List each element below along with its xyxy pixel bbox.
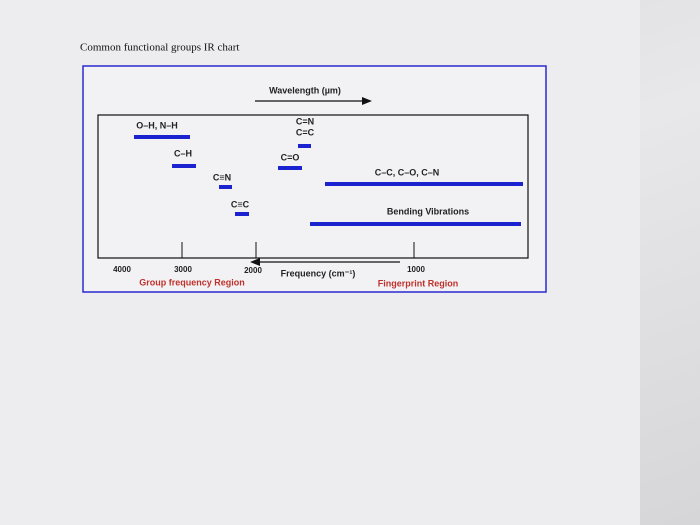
range-bar — [235, 212, 249, 216]
region-label: Group frequency Region — [139, 277, 245, 287]
range-bar — [134, 135, 190, 139]
group-label: C–C, C–O, C–N — [375, 167, 440, 177]
range-bar — [278, 166, 302, 170]
group-label: C≡C — [231, 199, 250, 209]
group-label: C=N — [296, 116, 314, 126]
outer-frame — [82, 65, 547, 293]
group-label: Bending Vibrations — [387, 206, 469, 216]
range-bar — [219, 185, 232, 189]
frequency-label: Frequency (cm⁻¹) — [281, 268, 356, 278]
tick-label: 1000 — [407, 265, 425, 274]
region-label: Fingerprint Region — [378, 278, 459, 288]
arrow-head — [250, 258, 260, 266]
range-bar — [310, 222, 521, 226]
tick-label: 3000 — [174, 265, 192, 274]
group-label: C–H — [174, 148, 192, 158]
range-bar — [172, 164, 196, 168]
group-label: O–H, N–H — [136, 120, 178, 130]
inner-frame — [97, 114, 529, 259]
group-label: C≡N — [213, 172, 231, 182]
arrow-head — [362, 97, 372, 105]
range-bar — [325, 182, 523, 186]
group-label: C=C — [296, 127, 315, 137]
wavelength-label: Wavelength (µm) — [269, 85, 341, 95]
range-bar — [298, 144, 311, 148]
page-title: Common functional groups IR chart — [80, 42, 239, 54]
tick-label: 4000 — [113, 265, 131, 274]
tick-label: 2000 — [244, 266, 262, 275]
group-label: C=O — [281, 152, 300, 162]
